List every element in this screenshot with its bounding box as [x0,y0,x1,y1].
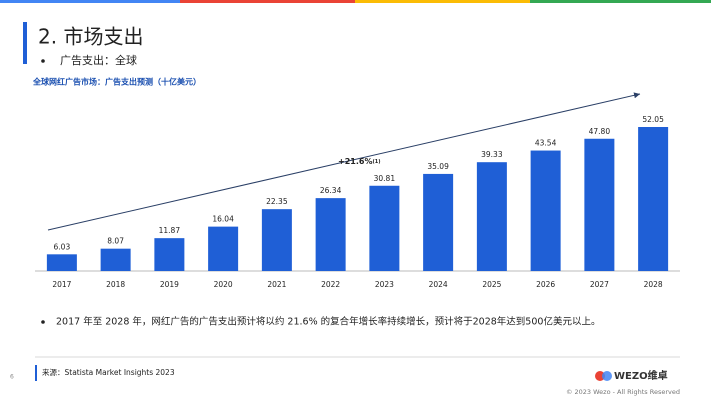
x-tick-label: 2023 [375,280,394,289]
bar [46,254,77,271]
source: 来源：Statista Market Insights 2023 [42,368,175,377]
stripe [0,0,180,3]
x-tick-label: 2019 [160,280,179,289]
page-number: 6 [10,374,14,381]
value-label: 11.87 [159,226,181,235]
copyright: © 2023 Wezo - All Rights Reserved [566,388,680,396]
bar [315,198,346,271]
value-label: 16.04 [212,215,234,224]
accent-bar [23,22,27,64]
slide-title: 2. 市场支出 [38,25,143,49]
stripe [355,0,530,3]
x-tick-label: 2017 [52,280,71,289]
bar [154,238,185,271]
plot: 2017 6.03 2018 8.07 2019 11.87 2020 16.04 2021 22… [46,115,669,289]
x-tick-label: 2025 [482,280,501,289]
value-label: 52.05 [642,115,664,124]
bullet-dot [41,320,45,324]
x-tick-label: 2024 [429,280,448,289]
bullet-text: 广告支出：全球 [60,53,137,67]
x-tick-label: 2020 [214,280,233,289]
x-tick-label: 2027 [590,280,609,289]
value-label: 22.35 [266,197,288,206]
value-label: 47.80 [589,127,611,136]
bar [208,226,239,271]
value-label: 8.07 [107,237,124,246]
logo: WEZO维卓 [614,369,668,382]
logo-mark [602,371,612,381]
bar [369,185,400,271]
logo-mark [595,371,605,381]
chart-title: 全球网红广告市场：广告支出预测（十亿美元） [32,77,201,87]
annotation-text: +21.6% [338,157,372,166]
value-label: 30.81 [374,174,396,183]
stripe [180,0,355,3]
x-tick-label: 2022 [321,280,340,289]
bullet-dot [41,59,45,63]
stripe [530,0,711,3]
value-label: 39.33 [481,150,503,159]
bar [100,248,131,271]
bar [530,150,561,271]
value-label: 26.34 [320,186,342,195]
note-text: 2017 年至 2028 年，网红广告的广告支出预计将以约 21.6% 的复合年… [56,316,600,328]
annotation: +21.6%(1) [338,157,381,166]
bar [261,209,292,271]
x-tick-label: 2018 [106,280,125,289]
value-label: 43.54 [535,139,557,148]
source-bar [35,365,37,381]
value-label: 35.09 [427,162,449,171]
value-label: 6.03 [54,242,71,251]
annotation-note: (1) [372,159,380,165]
x-tick-label: 2026 [536,280,555,289]
bar [584,138,615,271]
bar [476,162,507,271]
bar [638,127,669,271]
trend-arrow [47,92,641,231]
x-tick-label: 2021 [267,280,286,289]
bar [423,173,454,271]
x-tick-label: 2028 [644,280,663,289]
